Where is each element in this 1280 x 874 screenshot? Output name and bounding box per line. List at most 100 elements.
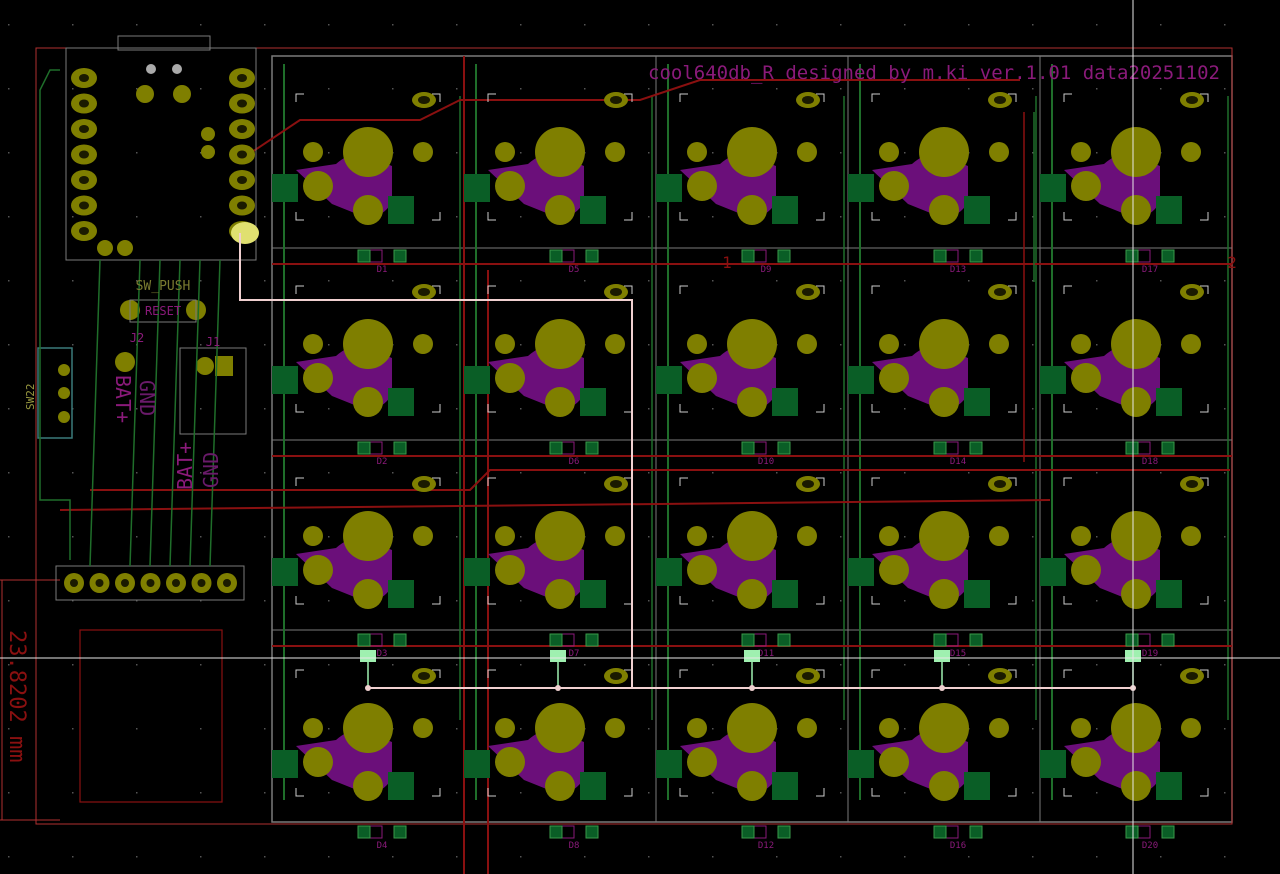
center-hole — [343, 511, 393, 561]
smd-socket-pad — [272, 174, 298, 202]
switch-pin-pad — [929, 195, 959, 225]
smd-socket-pad — [580, 196, 606, 224]
grid-dot — [1032, 344, 1034, 346]
grid-dot — [1224, 216, 1226, 218]
smd-socket-pad — [388, 196, 414, 224]
switch-pin-pad — [495, 555, 525, 585]
diode-pad — [1125, 249, 1139, 263]
smd-socket-pad — [464, 366, 490, 394]
sw22-pad — [58, 387, 70, 399]
grid-dot — [776, 24, 778, 26]
grid-dot — [840, 344, 842, 346]
grid-dot — [456, 792, 458, 794]
grid-dot — [264, 792, 266, 794]
grid-dot — [712, 344, 714, 346]
grid-dot — [840, 88, 842, 90]
smd-socket-pad — [848, 558, 874, 586]
diode-pad — [1161, 249, 1175, 263]
grid-dot — [328, 88, 330, 90]
grid-dot — [712, 88, 714, 90]
grid-dot — [520, 664, 522, 666]
grid-dot — [264, 24, 266, 26]
grid-dot — [72, 728, 74, 730]
smd-socket-pad — [1156, 388, 1182, 416]
header-pin-hole — [95, 579, 104, 587]
highlight-pad — [550, 650, 566, 662]
mcu-pin-selected — [231, 222, 259, 244]
diode-pad — [933, 633, 947, 647]
grid-dot — [776, 88, 778, 90]
courtyard-corner — [1200, 404, 1209, 413]
switch-pin-pad — [1121, 195, 1151, 225]
grid-dot — [8, 664, 10, 666]
mcu-track — [39, 69, 71, 560]
highlight-via — [939, 685, 945, 691]
diode-pad — [393, 633, 407, 647]
smd-socket-pad — [1040, 366, 1066, 394]
diode-pad — [549, 249, 563, 263]
grid-dot — [1096, 856, 1098, 858]
grid-dot — [1032, 664, 1034, 666]
center-hole — [727, 703, 777, 753]
grid-dot — [1096, 664, 1098, 666]
grid-dot — [520, 728, 522, 730]
grid-dot — [328, 792, 330, 794]
smd-socket-pad — [656, 174, 682, 202]
edge-cuts-layer — [0, 47, 1233, 825]
grid-dot — [8, 856, 10, 858]
center-hole — [343, 127, 393, 177]
mcu-pin-hole — [237, 150, 247, 159]
grid-dot — [1160, 664, 1162, 666]
label-sw-push: SW_PUSH — [136, 279, 191, 294]
switch-pin-pad — [545, 771, 575, 801]
smd-socket-pad — [656, 750, 682, 778]
courtyard-corner — [1200, 669, 1209, 678]
center-hole — [535, 319, 585, 369]
diode-pad — [777, 633, 791, 647]
led-pad-hole — [802, 672, 814, 680]
diode-pad — [585, 633, 599, 647]
led-pad-hole — [802, 288, 814, 296]
grid-dot — [520, 344, 522, 346]
grid-dot — [72, 664, 74, 666]
led-pad-hole — [802, 480, 814, 488]
grid-dot — [904, 344, 906, 346]
front-track — [59, 499, 1051, 511]
mcu-track — [209, 259, 221, 567]
smd-socket-pad — [1040, 750, 1066, 778]
mcu-pin-hole — [79, 150, 89, 159]
grid-dot — [712, 24, 714, 26]
grid-dot — [712, 472, 714, 474]
side-hole — [879, 718, 899, 738]
front-track — [239, 79, 1020, 161]
grid-dot — [264, 856, 266, 858]
switch-pin-pad — [879, 171, 909, 201]
courtyard-corner — [871, 669, 880, 678]
switch-pin-pad — [1071, 363, 1101, 393]
courtyard-corner — [432, 669, 441, 678]
grid-dot — [200, 152, 202, 154]
side-hole — [605, 718, 625, 738]
led-pad-hole — [1186, 480, 1198, 488]
courtyard-corner — [871, 404, 880, 413]
diode-pad — [933, 441, 947, 455]
mcu-track — [89, 259, 101, 567]
grid-dot — [200, 536, 202, 538]
center-hole — [535, 511, 585, 561]
courtyard-corner — [816, 212, 825, 221]
highlight-via — [749, 685, 755, 691]
grid-dot — [8, 472, 10, 474]
diode-pad — [969, 441, 983, 455]
grid-dot — [456, 24, 458, 26]
courtyard-corner — [295, 669, 304, 678]
diode-pad — [1125, 633, 1139, 647]
switch-pin-pad — [929, 771, 959, 801]
grid-dot — [1224, 280, 1226, 282]
side-hole — [1071, 526, 1091, 546]
side-hole — [797, 526, 817, 546]
smd-socket-pad — [272, 558, 298, 586]
grid-dot — [392, 472, 394, 474]
grid-dot — [1096, 472, 1098, 474]
smd-socket-pad — [848, 750, 874, 778]
